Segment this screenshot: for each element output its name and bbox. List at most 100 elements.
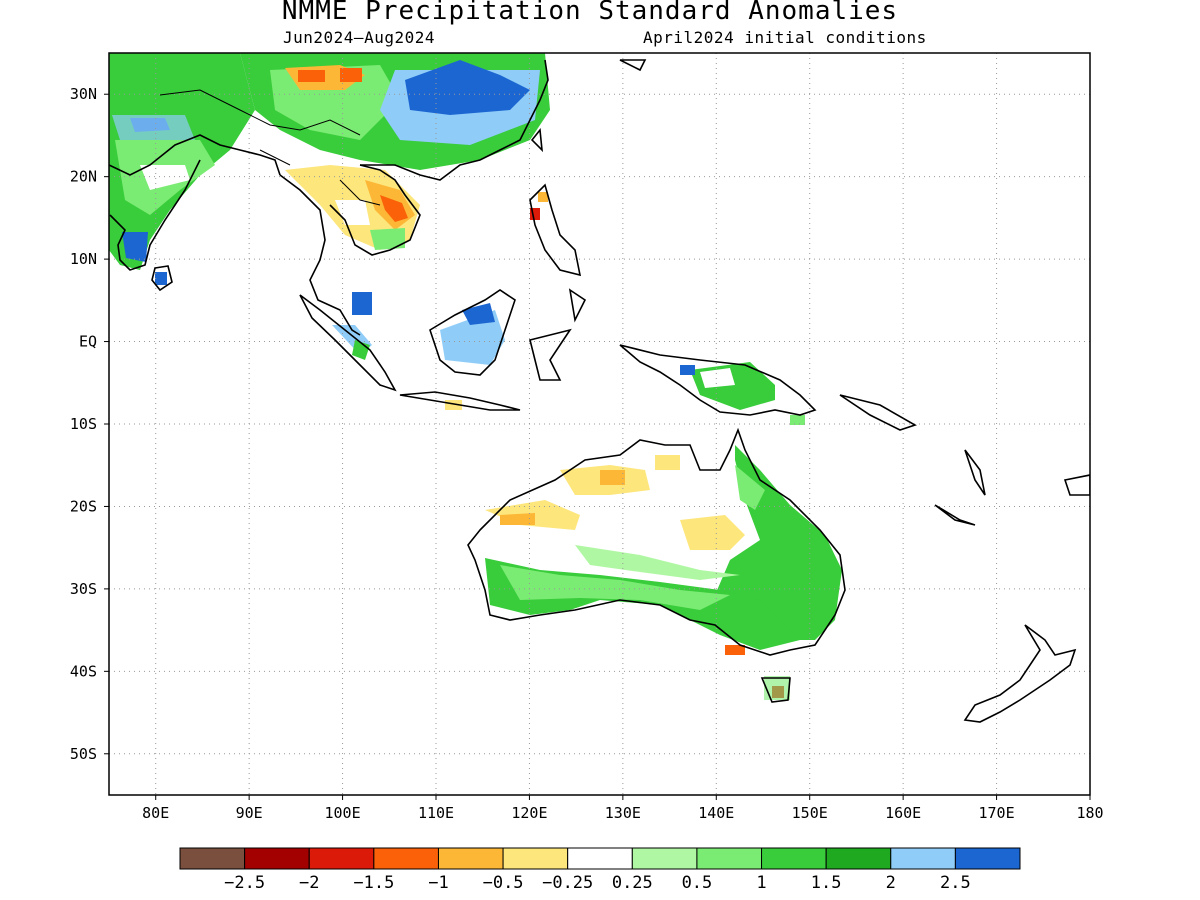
colorbar-label: −0.5	[483, 873, 524, 893]
graticule	[109, 53, 1090, 795]
colorbar-label: −2	[299, 873, 319, 893]
coast-australia	[467, 427, 846, 656]
anomaly-tasmania	[764, 676, 790, 700]
initial-conditions: April2024 initial conditions	[643, 28, 927, 47]
anomaly-aus-ne-light	[735, 465, 765, 510]
anomaly-philippines2	[538, 192, 548, 202]
coast-srilanka	[151, 265, 173, 292]
lat-tick-label: 20N	[70, 168, 97, 186]
colorbar-swatch	[631, 847, 698, 870]
colorbar-label: 1.5	[811, 873, 842, 893]
colorbar-label: −1.5	[353, 873, 394, 893]
coast-newcaledonia	[934, 504, 976, 526]
lat-tick-label: 20S	[70, 497, 97, 515]
lon-tick-label: 150E	[792, 804, 828, 822]
lat-tick-label: 10N	[70, 250, 97, 268]
anomaly-tibet-dry2	[298, 70, 325, 82]
anomaly-sumatra-green	[352, 340, 370, 360]
coast-newguinea	[619, 344, 817, 416]
anomaly-aus-nw-dry2	[600, 470, 625, 485]
colorbar-label: 0.5	[682, 873, 713, 893]
anomaly-shading	[109, 53, 842, 700]
colorbar-swatch	[825, 847, 892, 870]
lon-tick-label: 160E	[885, 804, 921, 822]
anomaly-aus-w-dry2	[500, 513, 535, 525]
coast-borders	[159, 89, 381, 206]
coast-china	[360, 59, 549, 181]
anomaly-aus-south-dry	[725, 645, 745, 655]
anomaly-india-south	[122, 232, 148, 262]
colorbar-label: −0.25	[542, 873, 593, 893]
anomaly-india-lightblue	[112, 115, 195, 140]
lat-tick-label: 10S	[70, 415, 97, 433]
colorbar-label: 1	[756, 873, 766, 893]
map-title: NMME Precipitation Standard Anomalies	[281, 0, 899, 26]
lat-tick-label: 40S	[70, 662, 97, 680]
anomaly-srilanka	[155, 272, 167, 285]
colorbar-swatch	[567, 847, 633, 870]
anomaly-aus-central-dry	[680, 515, 745, 550]
lon-tick-label: 110E	[418, 804, 454, 822]
colorbar-swatch	[373, 847, 439, 870]
colorbar-swatch	[954, 847, 1021, 870]
anomaly-aus-south-light	[500, 565, 730, 610]
anomaly-borneo-blue	[462, 303, 495, 325]
anomaly-newguinea-blue	[680, 365, 695, 375]
colorbar-label: 2.5	[940, 873, 971, 893]
lat-tick-label: 30N	[70, 85, 97, 103]
anomaly-aus-lightgreen	[575, 545, 740, 580]
lon-tick-label: 170E	[979, 804, 1015, 822]
colorbar-swatch	[502, 847, 569, 870]
anomaly-aus-n-dry	[655, 455, 680, 470]
anomaly-newguinea	[690, 362, 775, 410]
lon-tick-label: 80E	[142, 804, 169, 822]
anomaly-indochina-red	[380, 195, 408, 222]
coast-sumatra	[299, 294, 397, 392]
forecast-period: Jun2024–Aug2024	[283, 28, 435, 47]
coast-sulawesi	[529, 328, 572, 381]
colorbar: −2.5 −2 −1.5 −1 −0.5 −0.25 0.25 0.5 1 1.5 2 2.5	[179, 847, 1021, 893]
lon-tick-label: 140E	[698, 804, 734, 822]
coast-japan-taiwan	[530, 59, 647, 153]
colorbar-swatch	[308, 847, 375, 870]
lon-tick-label: 90E	[236, 804, 263, 822]
coastlines	[109, 59, 1090, 723]
longitude-labels: 80E 90E 100E 110E 120E 130E 140E 150E 160E 170E 18…	[142, 795, 1104, 822]
coast-india	[109, 134, 281, 271]
lon-tick-label: 120E	[511, 804, 547, 822]
lon-tick-label: 180	[1076, 804, 1103, 822]
anomaly-india-white	[140, 165, 190, 190]
anomaly-borneo	[440, 310, 505, 365]
coast-vanuatu	[964, 449, 986, 496]
coast-tasmania	[760, 677, 791, 703]
colorbar-label: 2	[886, 873, 896, 893]
lat-tick-label: 30S	[70, 580, 97, 598]
lat-tick-label: EQ	[79, 333, 97, 351]
anomaly-malaya	[352, 292, 372, 315]
anomaly-newguinea-white	[700, 368, 735, 388]
lon-tick-label: 100E	[325, 804, 361, 822]
colorbar-label: −2.5	[224, 873, 265, 893]
anomaly-png-east	[790, 415, 805, 425]
coast-newzealand	[963, 624, 1077, 723]
colorbar-swatch	[761, 847, 827, 870]
lat-tick-label: 50S	[70, 745, 97, 763]
coast-java	[399, 391, 521, 411]
coast-borneo	[429, 289, 516, 376]
coast-indochina	[279, 164, 421, 336]
latitude-labels: 30N 20N 10N EQ 10S 20S 30S 40S 50S	[70, 85, 109, 763]
colorbar-swatch	[179, 847, 246, 870]
coast-fiji	[1063, 474, 1090, 496]
coast-solomons	[839, 394, 917, 431]
colorbar-swatch	[244, 847, 310, 870]
colorbar-swatch	[437, 847, 504, 870]
anomaly-tibet-dry3	[340, 68, 362, 82]
coast-philippines	[529, 183, 587, 323]
colorbar-label: −1	[428, 873, 448, 893]
anomaly-indochina-green	[370, 228, 405, 250]
colorbar-swatch	[890, 847, 956, 870]
colorbar-label: 0.25	[612, 873, 653, 893]
lon-tick-label: 130E	[605, 804, 641, 822]
colorbar-swatch	[696, 847, 763, 870]
